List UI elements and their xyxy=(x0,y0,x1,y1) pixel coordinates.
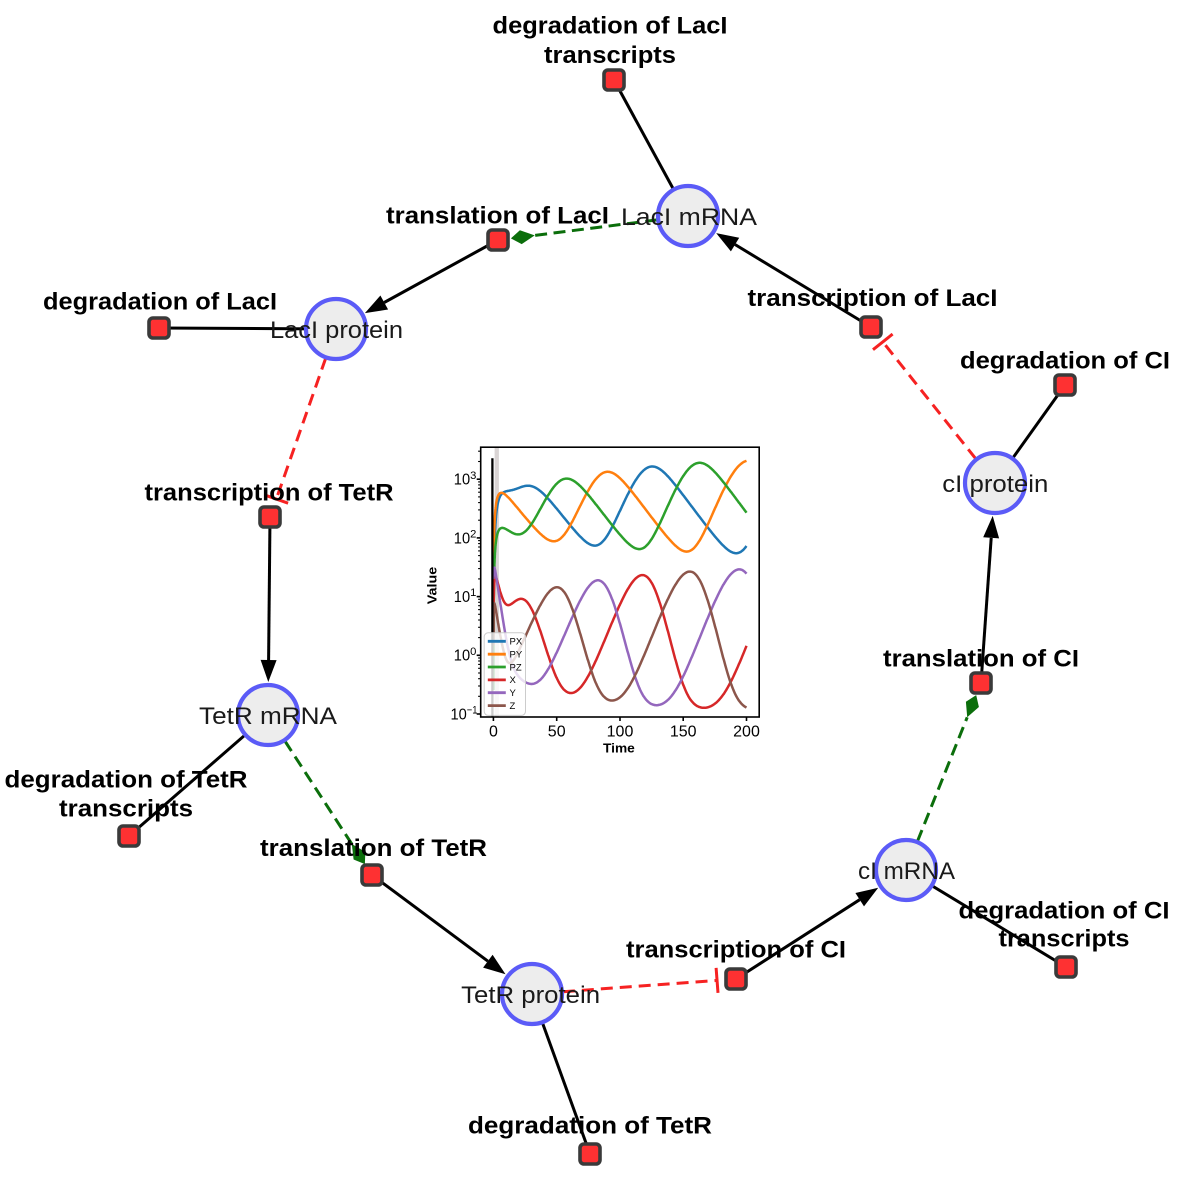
svg-text:PY: PY xyxy=(510,650,523,661)
svg-text:cI protein: cI protein xyxy=(942,471,1048,498)
svg-text:10: 10 xyxy=(454,530,470,547)
svg-text:LacI mRNA: LacI mRNA xyxy=(621,204,757,231)
svg-text:degradation of TetR: degradation of TetR xyxy=(5,767,248,794)
svg-text:transcription of CI: transcription of CI xyxy=(626,937,846,964)
svg-text:LacI protein: LacI protein xyxy=(270,317,403,344)
svg-text:2: 2 xyxy=(470,529,476,541)
svg-text:cI mRNA: cI mRNA xyxy=(858,858,955,885)
svg-text:transcription of LacI: transcription of LacI xyxy=(748,285,998,312)
svg-text:150: 150 xyxy=(670,724,697,741)
svg-text:PZ: PZ xyxy=(510,662,522,673)
svg-text:Value: Value xyxy=(425,567,440,605)
svg-text:1: 1 xyxy=(470,587,476,599)
svg-text:translation of LacI: translation of LacI xyxy=(386,202,609,229)
svg-text:10: 10 xyxy=(454,648,470,665)
svg-text:transcripts: transcripts xyxy=(999,925,1130,952)
svg-text:Z: Z xyxy=(510,701,516,712)
svg-text:translation of TetR: translation of TetR xyxy=(260,835,487,862)
svg-text:Y: Y xyxy=(510,688,517,699)
svg-text:degradation of LacI: degradation of LacI xyxy=(493,13,728,40)
svg-text:3: 3 xyxy=(470,470,476,482)
svg-text:X: X xyxy=(510,675,517,686)
svg-text:−1: −1 xyxy=(467,705,478,717)
svg-text:degradation of LacI: degradation of LacI xyxy=(43,289,277,316)
svg-text:0: 0 xyxy=(470,646,476,658)
svg-text:transcripts: transcripts xyxy=(544,42,676,69)
svg-text:10: 10 xyxy=(454,472,470,489)
svg-text:100: 100 xyxy=(607,724,634,741)
svg-text:translation of CI: translation of CI xyxy=(883,646,1079,673)
svg-text:200: 200 xyxy=(733,724,760,741)
svg-text:transcription of TetR: transcription of TetR xyxy=(145,480,394,507)
svg-text:Time: Time xyxy=(603,741,635,756)
svg-text:TetR mRNA: TetR mRNA xyxy=(199,703,337,730)
svg-text:50: 50 xyxy=(548,724,566,741)
svg-text:10: 10 xyxy=(454,589,470,606)
svg-text:degradation of TetR: degradation of TetR xyxy=(468,1113,712,1140)
svg-text:TetR protein: TetR protein xyxy=(461,982,600,1009)
svg-text:degradation of CI: degradation of CI xyxy=(959,897,1170,924)
svg-text:degradation of CI: degradation of CI xyxy=(960,347,1170,374)
svg-text:PX: PX xyxy=(510,637,523,648)
svg-text:0: 0 xyxy=(489,724,498,741)
svg-text:10: 10 xyxy=(451,706,467,723)
svg-text:transcripts: transcripts xyxy=(59,796,193,823)
